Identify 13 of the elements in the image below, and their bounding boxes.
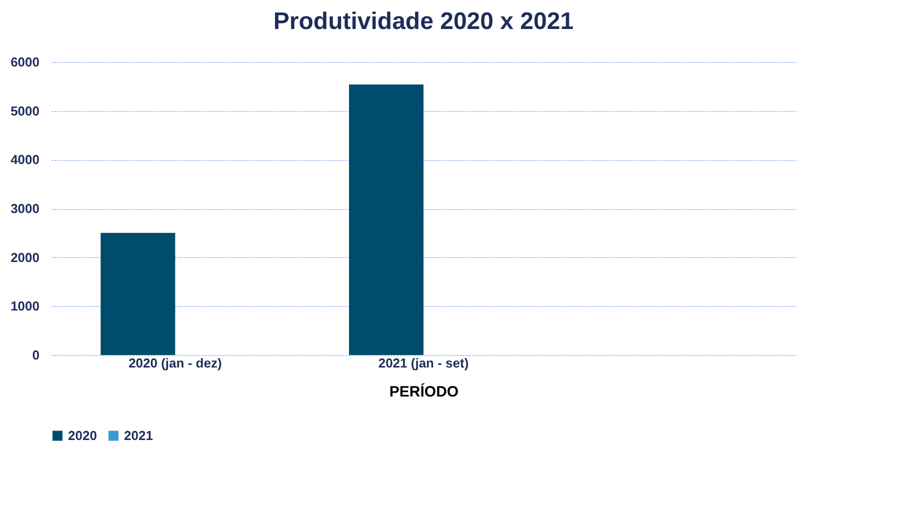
y-tick-label: 0 xyxy=(32,348,40,362)
x-axis-title: PERÍODO xyxy=(389,382,459,400)
legend-label: 2021 xyxy=(124,428,153,443)
x-tick-label: 2020 (jan - dez) xyxy=(128,356,222,370)
y-tick-label: 3000 xyxy=(10,201,40,216)
y-tick-label: 2000 xyxy=(10,250,40,265)
legend-label: 2020 xyxy=(68,428,97,443)
y-tick-label: 5000 xyxy=(10,103,40,118)
chart-title: Produtividade 2020 x 2021 xyxy=(273,8,574,35)
x-tick-label: 2021 (jan - set) xyxy=(378,356,469,370)
y-tick-label: 4000 xyxy=(10,152,40,168)
y-tick-label: 1000 xyxy=(10,298,40,314)
y-tick-label: 6000 xyxy=(10,54,40,70)
